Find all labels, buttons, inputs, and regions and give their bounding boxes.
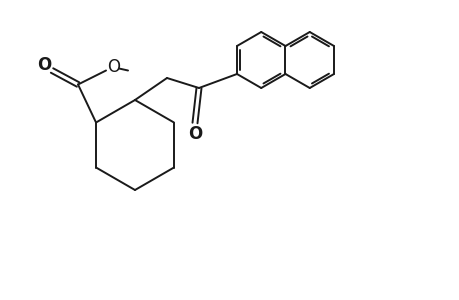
Text: O: O xyxy=(107,58,120,76)
Text: O: O xyxy=(37,56,51,74)
Text: O: O xyxy=(187,125,202,143)
